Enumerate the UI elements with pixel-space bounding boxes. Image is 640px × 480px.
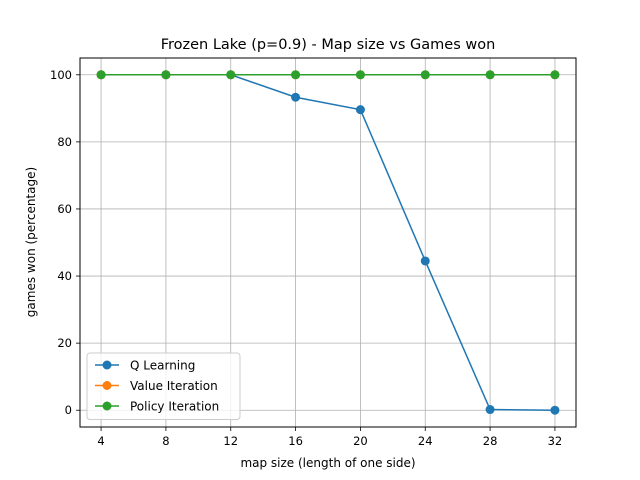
- data-point-policy-iteration: [96, 70, 106, 80]
- plot-frame: [79, 57, 577, 428]
- legend-marker: [102, 401, 112, 411]
- legend-marker: [102, 360, 112, 370]
- x-axis: 4 8 12 16 20 24 28 32: [97, 427, 562, 448]
- x-tick-label: 20: [353, 434, 368, 448]
- y-axis: 0 20 40 60 80 100: [50, 68, 80, 417]
- x-tick-label: 32: [548, 434, 563, 448]
- x-tick-label: 24: [418, 434, 433, 448]
- data-point-policy-iteration: [161, 70, 171, 80]
- data-point-q-learning: [485, 405, 495, 415]
- x-tick-label: 4: [97, 434, 104, 448]
- y-tick-label: 20: [57, 336, 72, 350]
- data-point-q-learning: [355, 105, 365, 115]
- legend-entry: Value Iteration: [95, 379, 218, 393]
- data-point-policy-iteration: [291, 70, 301, 80]
- data-point-q-learning: [420, 256, 430, 266]
- legend-label: Policy Iteration: [130, 400, 219, 414]
- x-tick-label: 12: [223, 434, 238, 448]
- x-tick-label: 8: [162, 434, 169, 448]
- data-point-policy-iteration: [550, 70, 560, 80]
- y-tick-label: 100: [50, 68, 72, 82]
- y-tick-label: 80: [57, 135, 72, 149]
- data-point-q-learning: [291, 92, 301, 102]
- legend-entry: Q Learning: [95, 359, 195, 373]
- legend-marker: [102, 381, 112, 390]
- legend-label: Q Learning: [130, 359, 195, 373]
- data-point-policy-iteration: [485, 70, 495, 80]
- series-layer: [96, 70, 560, 415]
- series-policy-iteration: [96, 70, 560, 80]
- legend-box: [86, 352, 241, 420]
- data-point-q-learning: [550, 405, 560, 415]
- x-axis-label: map size (length of one side): [240, 456, 415, 470]
- legend-label: Value Iteration: [130, 379, 218, 393]
- data-point-policy-iteration: [420, 70, 430, 80]
- x-tick-label: 16: [288, 434, 303, 448]
- legend: Q Learning Value Iteration Policy Iteratio…: [86, 352, 241, 420]
- legend-entry: Policy Iteration: [95, 400, 219, 414]
- data-point-policy-iteration: [226, 70, 236, 80]
- x-tick-label: 28: [483, 434, 498, 448]
- y-tick-label: 0: [65, 403, 72, 417]
- y-axis-label: games won (percentage): [24, 167, 38, 317]
- y-tick-label: 40: [57, 269, 72, 283]
- chart-title: Frozen Lake (p=0.9) - Map size vs Games …: [161, 37, 496, 53]
- data-point-policy-iteration: [355, 70, 365, 80]
- y-tick-label: 60: [57, 202, 72, 216]
